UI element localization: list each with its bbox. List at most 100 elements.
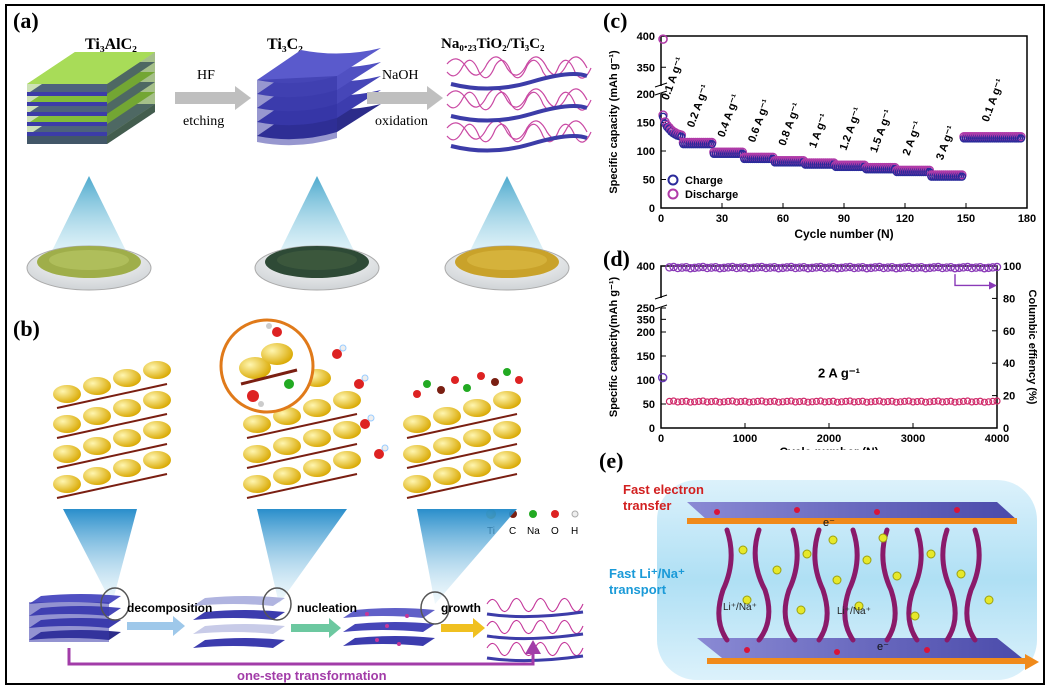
chart-d-capacity-point: [888, 397, 896, 405]
chart-d-ce-point: [904, 262, 914, 272]
chart-d-capacity-point: [842, 397, 850, 406]
chart-d-ce-point: [770, 262, 779, 272]
chart-c: 0 30 60 90 120 150 180 0 50 100 150 200 350 400 Cycle …: [608, 31, 1036, 241]
chart-d-ce-point: [854, 263, 863, 272]
chart-d-capacity-point: [741, 397, 749, 405]
panel-e: (e): [597, 448, 1043, 684]
step-growth: growth: [441, 601, 481, 615]
dish-2-icon: [254, 245, 380, 291]
chart-d-ce-point: [765, 263, 775, 272]
top-plate-icon: [687, 502, 1017, 520]
chart-d-ylabel: Specific capacity(mAh g⁻¹): [608, 277, 620, 418]
chart-c-break-mark: [654, 82, 668, 88]
nanowire-composite-icon: [446, 56, 592, 153]
chart-d-capacity-point: [892, 398, 900, 406]
chart-d-ce-point: [959, 263, 968, 272]
chart-d-capacity-point: [980, 398, 988, 406]
one-step-arrow-icon: [67, 648, 535, 666]
step1-top-label: HF: [197, 68, 215, 83]
electron-label-1: Fast electron: [623, 482, 704, 497]
chart-d-capacity-point: [754, 397, 762, 406]
chart-c-ylabel: Specific capacity (mAh g⁻¹): [608, 50, 620, 194]
lattice-1-icon: [53, 361, 171, 499]
material-label-1: Ti₃AlC₂: [85, 36, 137, 53]
stack-b3-icon: [343, 591, 450, 646]
chart-d-y2tick-label: 20: [1003, 391, 1015, 403]
chart-d-ce-point: [803, 263, 813, 273]
chart-d-ce-point: [862, 263, 872, 273]
chart-d-ce-point: [677, 263, 687, 272]
chart-d-capacity-point: [909, 398, 917, 406]
chart-c-rate-label: 1.5 A g⁻¹: [868, 108, 895, 154]
chart-d-xtick-label: 3000: [901, 433, 925, 445]
chart-d-ce-point: [740, 262, 750, 272]
chart-d-capacity-point: [707, 398, 716, 406]
chart-d-ce-point: [690, 263, 699, 273]
chart-d-capacity-point: [896, 398, 904, 406]
panel-d-label: (d): [603, 246, 630, 271]
panel-e-drawing: e⁻ e⁻ Li⁺/Na⁺ Li⁺/Na⁺ Fast electron tran…: [609, 480, 1039, 680]
chart-d-capacity-point: [968, 398, 976, 406]
panel-d: (d) 0 1000 2000 3000 4000 0 50 100 150 200 250 350 4…: [597, 244, 1043, 450]
chart-d-ce-point: [929, 263, 939, 272]
chart-d-ce-point: [757, 262, 767, 272]
chart-d-ce-point: [912, 263, 922, 272]
chart-d-capacity-point: [775, 398, 783, 406]
chart-d-ce-point: [824, 263, 834, 272]
chart-d-capacity-point: [850, 398, 858, 406]
chart-d-ce-point: [971, 263, 981, 272]
ion-label-1: Fast Li⁺/Na⁺: [609, 566, 685, 581]
chart-d-capacity-point: [959, 397, 967, 406]
chart-c-legend-discharge-marker: [667, 188, 679, 200]
one-step-label: one-step transformation: [237, 668, 387, 683]
chart-d-ce-point: [858, 262, 867, 272]
chart-d-ce-point: [875, 262, 884, 272]
chart-d-ce-point: [820, 263, 830, 273]
ion-label-2: transport: [609, 582, 667, 597]
lattice-3-icon: [403, 368, 523, 499]
nanowires-icon: [716, 527, 982, 643]
arrow-nucleation-icon: [291, 618, 341, 638]
chart-d-capacity-point: [674, 398, 682, 406]
arrow-growth-icon: [441, 618, 485, 638]
chart-d-ce-point: [723, 263, 733, 272]
chart-d-y2tick-label: 80: [1003, 293, 1015, 305]
chart-d-capacity-point: [821, 398, 829, 406]
panel-c: (c) 0 30 60 90 120 150 180 0 50 100 150 200 350 400 Cy…: [597, 6, 1043, 244]
chart-c-rate-label: 3 A g⁻¹: [934, 124, 958, 162]
chart-d-break-mark: [654, 304, 668, 310]
chart-c-ytick-label: 350: [637, 62, 655, 74]
chart-c-xtick-label: 180: [1018, 213, 1036, 225]
chart-d-frame: [660, 265, 998, 429]
chart-d-capacity-point: [976, 397, 984, 405]
chart-d-ce-point: [665, 263, 674, 272]
chart-d-ce-point: [988, 263, 998, 272]
chart-d-capacity-point: [825, 398, 833, 406]
chart-d-ce-point: [866, 263, 876, 273]
chart-c-rate-label: 0.2 A g⁻¹: [685, 83, 712, 129]
chart-d-capacity-point: [804, 398, 812, 406]
chart-d-capacity-point: [690, 398, 699, 406]
chart-d-capacity-point: [762, 398, 770, 406]
chart-c-xtick-label: 30: [716, 213, 728, 225]
chart-d-ce-point: [707, 263, 716, 272]
chart-d-break-gap: [655, 298, 667, 308]
ions-icon: [738, 533, 994, 621]
chart-d-capacity-point: [829, 397, 837, 405]
chart-d-capacity-point: [787, 397, 795, 405]
chart-d-capacity-point: [880, 398, 888, 406]
chart-d-capacity-point: [800, 397, 808, 405]
chart-d-y2tick-label: 0: [1003, 423, 1009, 435]
chart-c-legend-charge: Charge: [685, 175, 723, 187]
chart-c-discharge-point: [957, 170, 967, 180]
panel-e-label: (e): [599, 448, 624, 473]
chart-d-ytick-label: 50: [643, 399, 655, 411]
chart-d-ce-point: [732, 263, 741, 273]
chart-c-charge-point: [1016, 134, 1026, 143]
chart-d-ce-point: [879, 263, 888, 273]
chart-d-capacity-point: [930, 397, 938, 406]
chart-d-capacity-point: [703, 398, 711, 406]
chart-d-ce-point: [736, 263, 746, 272]
chart-d-capacity-point: [947, 397, 955, 405]
chart-d-ce-point: [698, 262, 708, 272]
